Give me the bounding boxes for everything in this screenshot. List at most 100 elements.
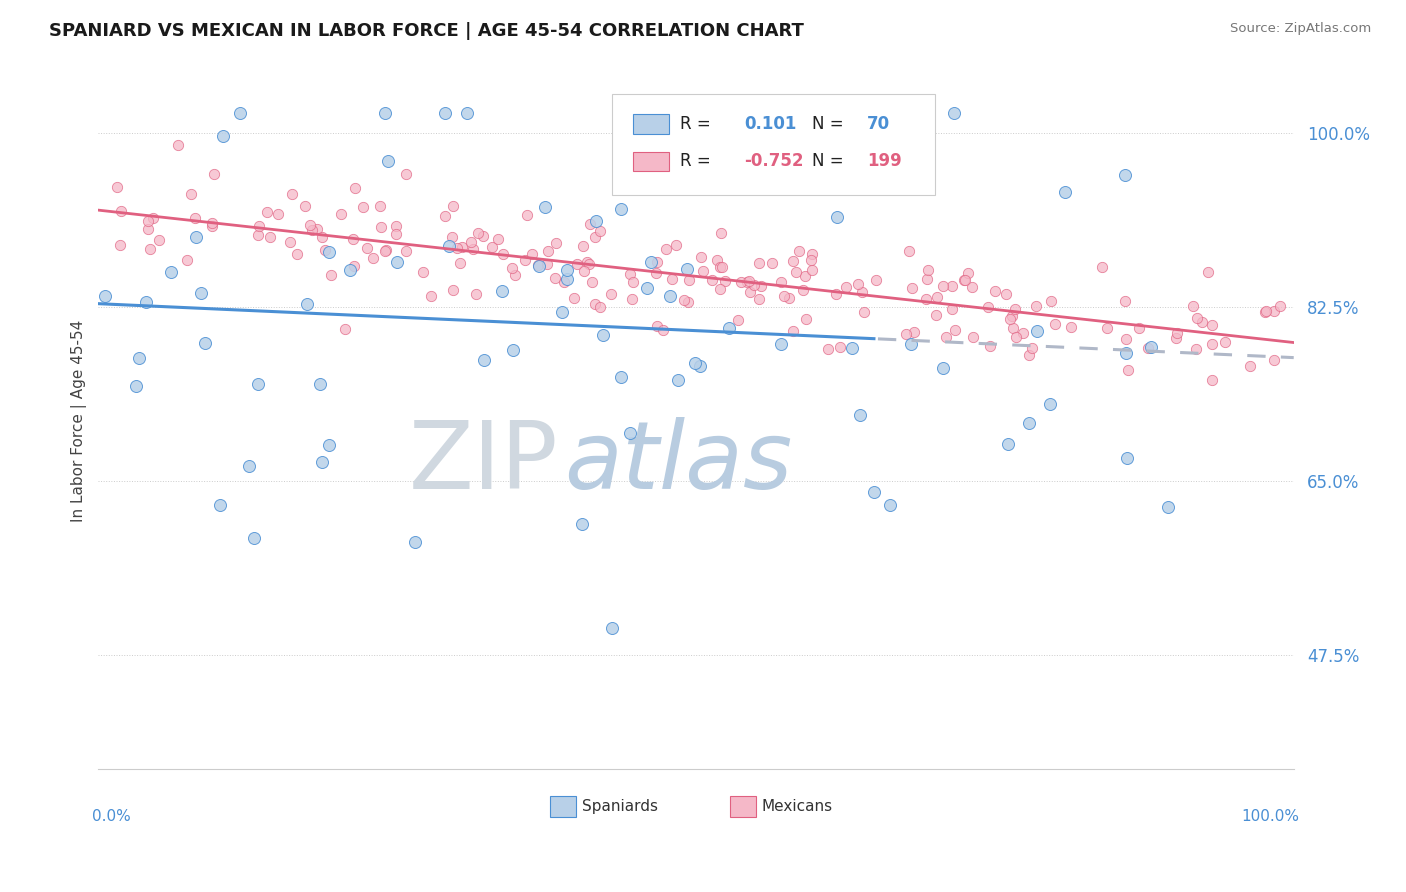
Point xyxy=(460,235,482,250)
Point xyxy=(375,244,398,258)
Point xyxy=(374,244,396,258)
Point xyxy=(503,268,526,282)
Point xyxy=(441,199,464,213)
Point xyxy=(787,244,810,258)
Point xyxy=(619,267,641,281)
Point xyxy=(544,236,567,251)
Point xyxy=(761,256,783,270)
Point xyxy=(1054,185,1077,199)
Point xyxy=(621,275,644,289)
Point xyxy=(441,229,464,244)
Point xyxy=(576,255,599,269)
Point xyxy=(1001,309,1024,323)
Text: N =: N = xyxy=(813,153,849,170)
Point xyxy=(1201,373,1223,387)
Text: 0.0%: 0.0% xyxy=(93,809,131,824)
Point xyxy=(318,245,340,260)
Point xyxy=(557,272,579,286)
Point xyxy=(748,292,770,306)
Point xyxy=(1114,168,1136,182)
Point xyxy=(714,274,737,288)
Point xyxy=(742,278,765,293)
Point xyxy=(769,337,792,351)
Point xyxy=(110,204,132,219)
Point xyxy=(640,255,662,269)
Point xyxy=(738,274,761,288)
Point xyxy=(370,220,392,235)
Text: atlas: atlas xyxy=(565,417,793,508)
Point xyxy=(319,268,342,282)
Point xyxy=(927,290,949,304)
FancyBboxPatch shape xyxy=(730,796,756,816)
Point xyxy=(583,296,606,310)
Point xyxy=(387,255,409,269)
Point xyxy=(1025,299,1047,313)
Point xyxy=(794,268,817,283)
Point xyxy=(931,360,953,375)
Point xyxy=(212,128,235,143)
Text: 0.101: 0.101 xyxy=(744,115,796,133)
Point xyxy=(800,262,823,277)
Point xyxy=(377,154,399,169)
Point xyxy=(977,300,1000,314)
Point xyxy=(778,291,800,305)
Point xyxy=(678,273,700,287)
Point xyxy=(935,330,957,344)
Point xyxy=(491,284,513,298)
Point xyxy=(685,356,707,370)
Point xyxy=(894,327,917,342)
Point xyxy=(841,341,863,355)
Point xyxy=(1059,319,1081,334)
Point xyxy=(1040,293,1063,308)
Point xyxy=(1256,303,1278,318)
Point xyxy=(710,226,733,240)
Point xyxy=(138,221,160,235)
Point xyxy=(247,227,270,242)
Point xyxy=(1018,348,1040,362)
Point xyxy=(718,321,741,335)
Point xyxy=(1270,299,1292,313)
Point xyxy=(636,280,658,294)
Point xyxy=(1012,326,1035,341)
Point xyxy=(356,240,378,254)
Point xyxy=(585,214,607,228)
Point xyxy=(572,239,595,253)
Point xyxy=(343,181,366,195)
Point xyxy=(865,272,887,286)
Point xyxy=(229,105,252,120)
Point xyxy=(897,244,920,259)
Point xyxy=(1201,318,1223,332)
Point xyxy=(1115,332,1137,346)
Point xyxy=(352,200,374,214)
Point xyxy=(298,218,321,232)
Point xyxy=(184,211,207,226)
Text: 100.0%: 100.0% xyxy=(1241,809,1299,824)
Point xyxy=(645,319,668,334)
Point xyxy=(915,272,938,286)
Point xyxy=(437,239,460,253)
Point xyxy=(852,305,875,319)
Point xyxy=(281,187,304,202)
Point xyxy=(176,252,198,267)
Point xyxy=(1140,340,1163,354)
Point xyxy=(456,105,478,120)
Point xyxy=(730,275,752,289)
Text: Source: ZipAtlas.com: Source: ZipAtlas.com xyxy=(1230,22,1371,36)
Point xyxy=(526,258,548,272)
Point xyxy=(1182,299,1205,313)
Point xyxy=(1002,321,1025,335)
Point xyxy=(318,437,340,451)
Point xyxy=(749,279,772,293)
Point xyxy=(711,260,734,275)
Point xyxy=(917,262,939,277)
Point xyxy=(136,213,159,227)
Point xyxy=(727,313,749,327)
Point xyxy=(1128,321,1150,335)
Point xyxy=(294,198,316,212)
Point xyxy=(997,437,1019,451)
Point xyxy=(125,379,148,393)
Point xyxy=(246,376,269,391)
Point xyxy=(900,336,922,351)
Point xyxy=(1021,341,1043,355)
Point xyxy=(200,219,222,233)
